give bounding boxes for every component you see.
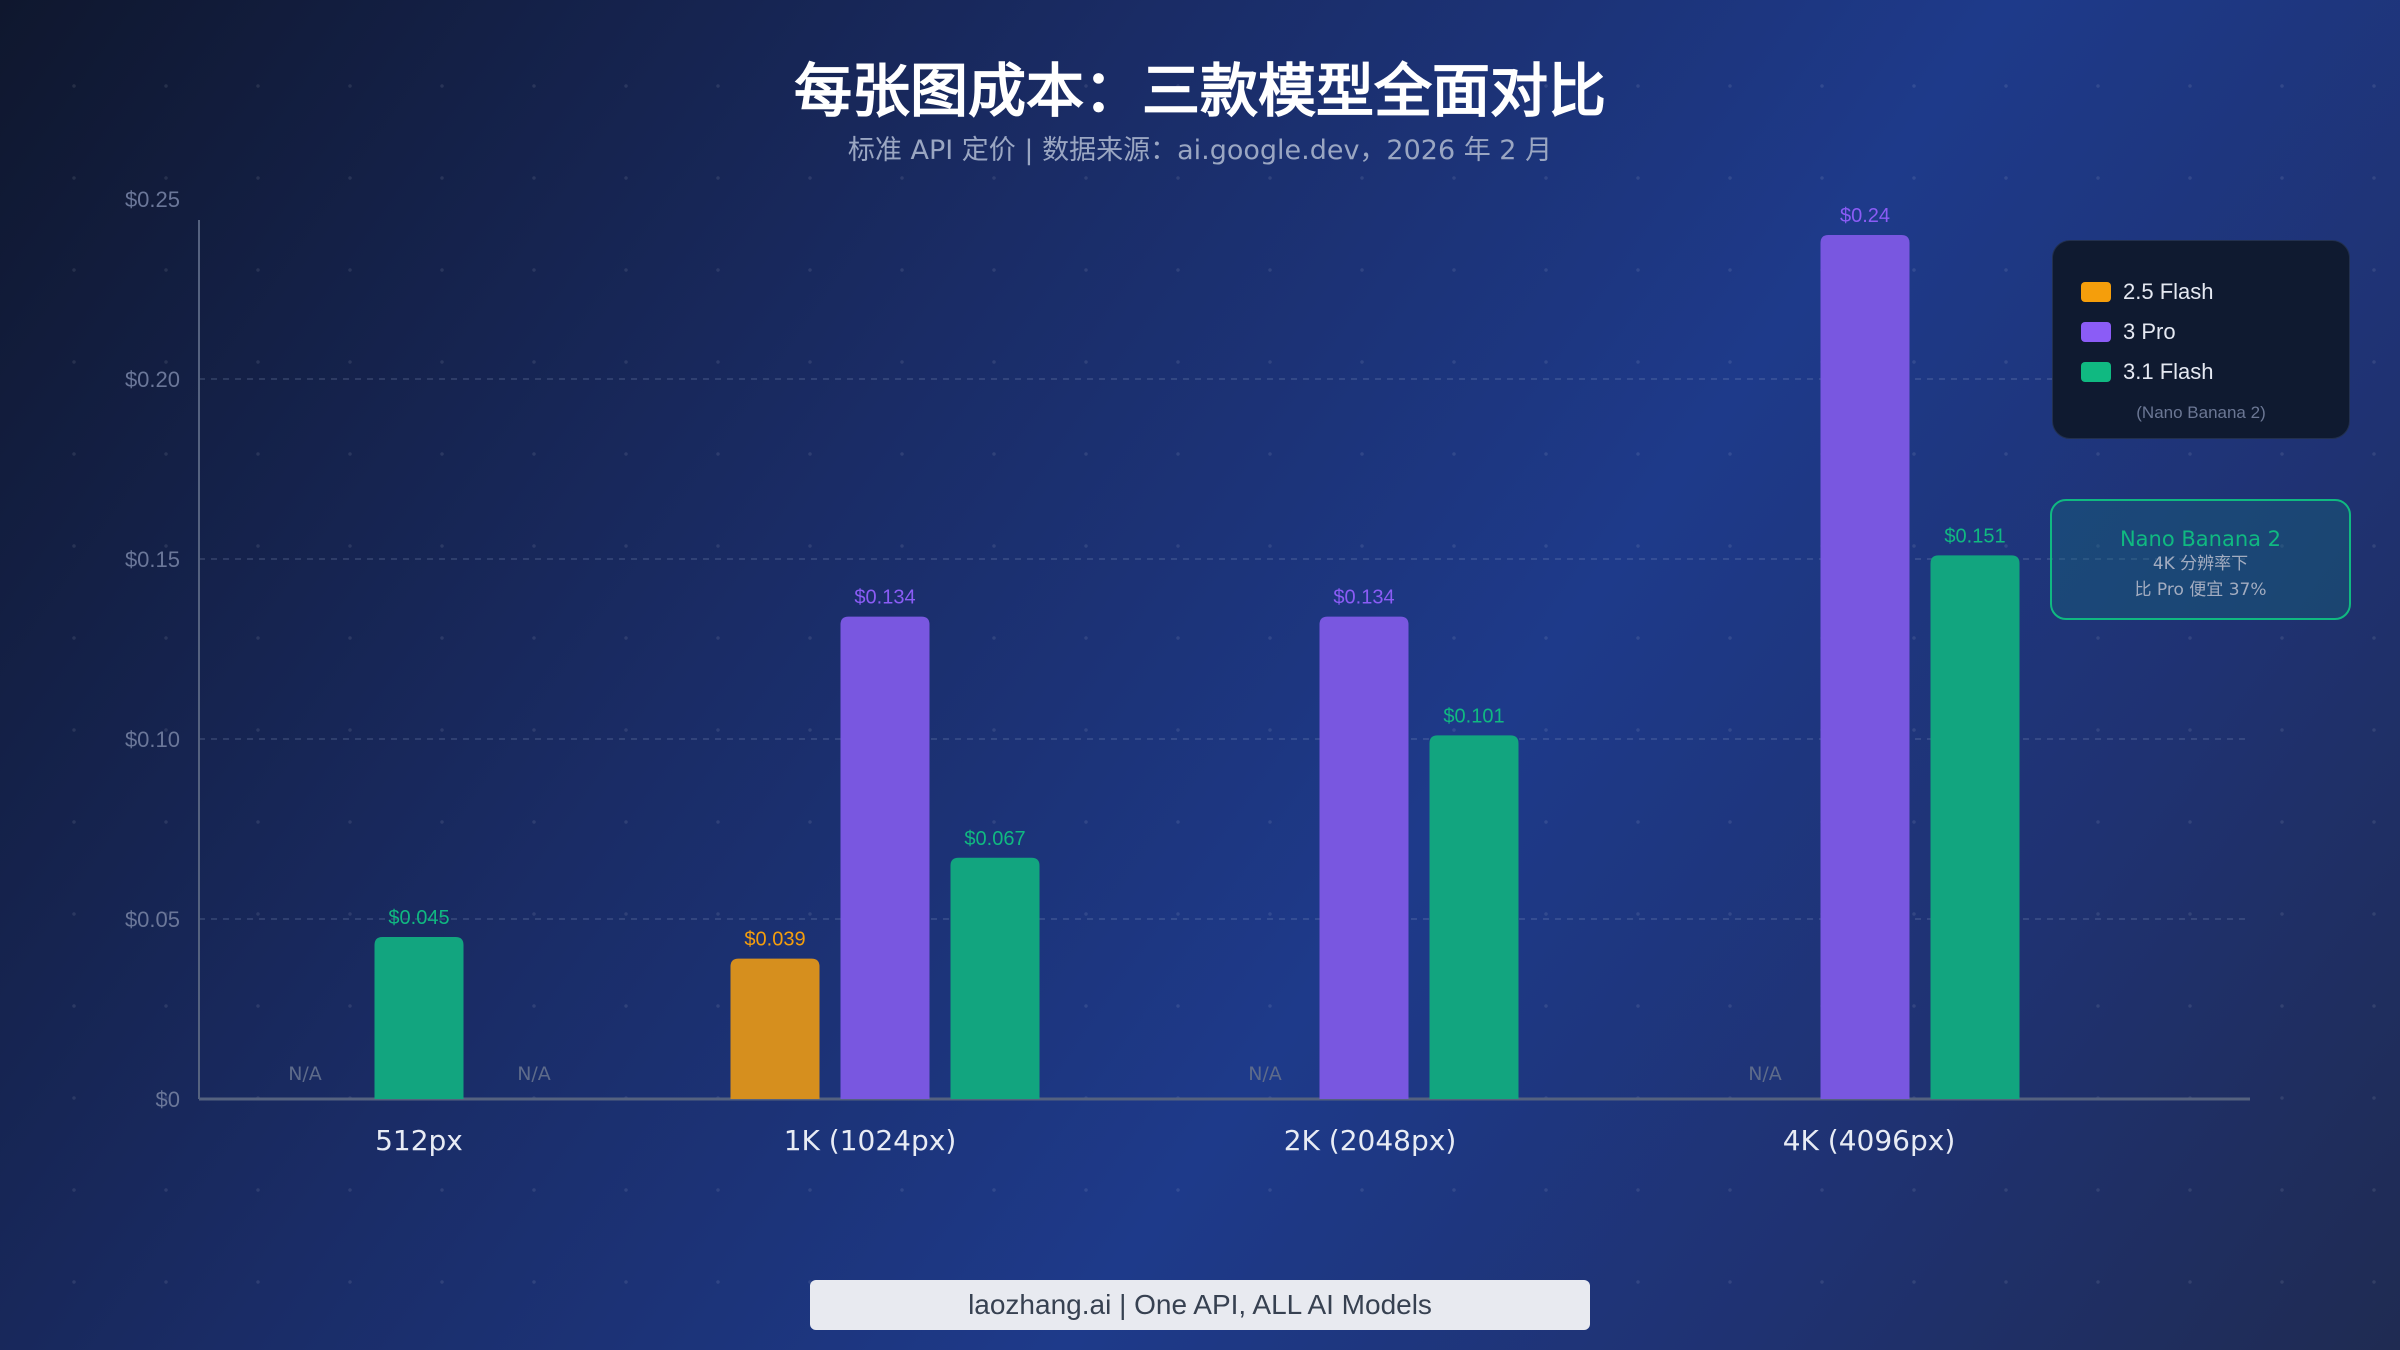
y-tick-label: $0.10 — [125, 727, 180, 752]
bar-3-1-flash — [1930, 555, 2020, 1099]
callout-box: Nano Banana 2 4K 分辨率下 比 Pro 便宜 37% — [2050, 499, 2351, 620]
legend: 2.5 Flash 3 Pro 3.1 Flash (Nano Banana 2… — [2052, 240, 2350, 439]
data-label: $0.067 — [964, 828, 1025, 850]
legend-item-3-1-flash: 3.1 Flash — [2081, 359, 2214, 385]
x-tick-label: 4K (4096px) — [1783, 1124, 1956, 1157]
data-label: $0.134 — [1333, 587, 1394, 609]
bar-3-1-flash — [374, 937, 464, 1099]
callout-line-1: 4K 分辨率下 — [2152, 554, 2249, 574]
bar-3-1-flash — [1429, 735, 1519, 1099]
bar-3-pro — [1319, 616, 1409, 1099]
data-label: $0.101 — [1443, 705, 1504, 727]
bar-3-1-flash — [950, 857, 1040, 1099]
legend-item-2-5-flash: 2.5 Flash — [2081, 279, 2214, 305]
legend-note: (Nano Banana 2) — [2136, 403, 2266, 422]
na-label: N/A — [517, 1063, 551, 1085]
x-tick-label: 512px — [375, 1124, 463, 1157]
data-label: $0.045 — [388, 907, 449, 929]
legend-label: 3.1 Flash — [2123, 359, 2214, 384]
callout-line-2: 比 Pro 便宜 37% — [2134, 580, 2267, 600]
footer-banner: laozhang.ai | One API, ALL AI Models — [810, 1280, 1590, 1330]
bar-2-5-flash — [730, 958, 820, 1099]
y-tick-label: $0.20 — [125, 367, 180, 392]
bar-3-pro — [1820, 235, 1910, 1099]
chart-title: 每张图成本：三款模型全面对比 — [793, 57, 1606, 125]
y-tick-label: $0.15 — [125, 547, 180, 572]
legend-swatch — [2081, 282, 2111, 302]
data-label: $0.039 — [744, 929, 805, 951]
na-label: N/A — [1248, 1063, 1282, 1085]
chart-subtitle: 标准 API 定价 | 数据来源：ai.google.dev，2026 年 2 … — [847, 135, 1553, 166]
legend-label: 2.5 Flash — [2123, 279, 2214, 304]
legend-swatch — [2081, 322, 2111, 342]
na-label: N/A — [288, 1063, 322, 1085]
legend-label: 3 Pro — [2123, 319, 2176, 344]
y-tick-label: $0.25 — [125, 187, 180, 212]
y-tick-label: $0.05 — [125, 907, 180, 932]
legend-swatch — [2081, 362, 2111, 382]
na-label: N/A — [1748, 1063, 1782, 1085]
legend-item-3-pro: 3 Pro — [2081, 319, 2176, 345]
y-tick-label: $0 — [156, 1087, 180, 1112]
x-tick-label: 1K (1024px) — [784, 1124, 957, 1157]
callout-title: Nano Banana 2 — [2119, 527, 2282, 551]
x-tick-label: 2K (2048px) — [1284, 1124, 1457, 1157]
bar-3-pro — [840, 616, 930, 1099]
data-label: $0.24 — [1840, 205, 1890, 227]
data-label: $0.134 — [854, 587, 915, 609]
data-label: $0.151 — [1944, 525, 2005, 547]
